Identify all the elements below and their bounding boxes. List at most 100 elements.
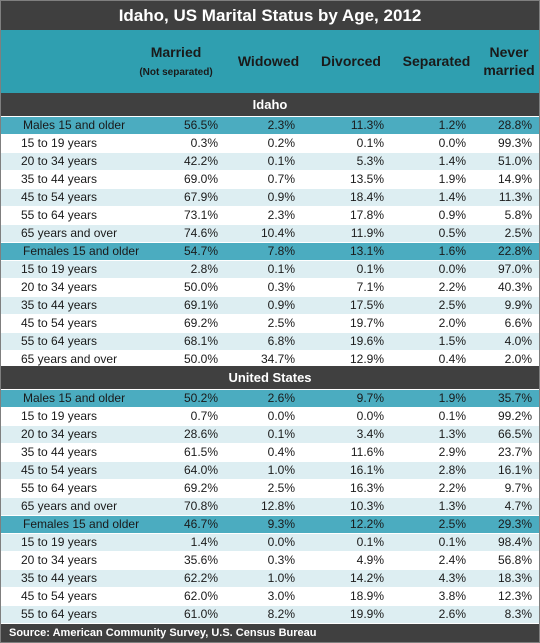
- table-cell: 0.0%: [438, 262, 466, 276]
- table-cell: 74.6%: [183, 226, 218, 240]
- row-label: 35 to 44 years: [21, 445, 98, 459]
- row-label: 15 to 19 years: [21, 409, 98, 423]
- table-cell: 10.3%: [349, 499, 384, 513]
- table-cell: 23.7%: [497, 445, 532, 459]
- table-row: 15 to 19 years 2.8% 0.1% 0.1% 0.0% 97.0%: [1, 260, 539, 278]
- table-cell: 0.1%: [356, 535, 384, 549]
- table-cell: 0.2%: [267, 136, 295, 150]
- column-header-separated-label: Separated: [402, 52, 471, 69]
- table-cell: 1.4%: [438, 190, 466, 204]
- table-title: Idaho, US Marital Status by Age, 2012: [1, 1, 539, 30]
- table-cell: 16.3%: [349, 481, 384, 495]
- row-label: Males 15 and older: [23, 391, 126, 405]
- table-cell: 2.2%: [438, 481, 466, 495]
- row-label: 55 to 64 years: [21, 334, 98, 348]
- table-cell: 2.5%: [438, 517, 466, 531]
- table-row: 45 to 54 years 62.0% 3.0% 18.9% 3.8% 12.3%: [1, 587, 539, 605]
- row-label: 15 to 19 years: [21, 136, 98, 150]
- table-cell: 66.5%: [497, 427, 532, 441]
- table-cell: 0.4%: [438, 352, 466, 366]
- table-cell: 0.1%: [438, 535, 466, 549]
- table-cell: 2.4%: [438, 553, 466, 567]
- row-label: 45 to 54 years: [21, 463, 98, 477]
- table-cell: 69.1%: [183, 298, 218, 312]
- table-cell: 99.3%: [497, 136, 532, 150]
- table-cell: 51.0%: [497, 154, 532, 168]
- table-cell: 69.2%: [183, 481, 218, 495]
- table-row: 20 to 34 years 35.6% 0.3% 4.9% 2.4% 56.8%: [1, 551, 539, 569]
- table-row: 45 to 54 years 67.9% 0.9% 18.4% 1.4% 11.3%: [1, 188, 539, 206]
- table-cell: 6.8%: [267, 334, 295, 348]
- table-cell: 17.8%: [349, 208, 384, 222]
- table-cell: 2.3%: [267, 208, 295, 222]
- table-row: 15 to 19 years 1.4% 0.0% 0.1% 0.1% 98.4%: [1, 533, 539, 551]
- table-cell: 2.8%: [438, 463, 466, 477]
- table-cell: 3.4%: [356, 427, 384, 441]
- row-label: 55 to 64 years: [21, 481, 98, 495]
- table-cell: 34.7%: [260, 352, 295, 366]
- table-cell: 9.7%: [356, 391, 384, 405]
- column-header-never-married-label: Never married: [483, 44, 535, 78]
- table-cell: 0.5%: [438, 226, 466, 240]
- table-cell: 13.1%: [349, 244, 384, 258]
- table-cell: 3.8%: [438, 589, 466, 603]
- table-cell: 9.7%: [504, 481, 532, 495]
- column-header-divorced-label: Divorced: [321, 52, 381, 69]
- table-cell: 6.6%: [504, 316, 532, 330]
- row-label: 20 to 34 years: [21, 280, 98, 294]
- table-row: 20 to 34 years 42.2% 0.1% 5.3% 1.4% 51.0%: [1, 152, 539, 170]
- table-cell: 1.9%: [438, 391, 466, 405]
- table-cell: 0.0%: [267, 535, 295, 549]
- table-cell: 69.2%: [183, 316, 218, 330]
- table-cell: 1.3%: [438, 427, 466, 441]
- row-label: 35 to 44 years: [21, 571, 98, 585]
- table-row: 15 to 19 years 0.7% 0.0% 0.0% 0.1% 99.2%: [1, 407, 539, 425]
- table-row: 65 years and over 74.6% 10.4% 11.9% 0.5% 2.5%: [1, 224, 539, 242]
- row-label: Females 15 and older: [23, 517, 140, 531]
- table-cell: 4.0%: [504, 334, 532, 348]
- table-cell: 0.3%: [190, 136, 218, 150]
- table-cell: 8.3%: [504, 607, 532, 621]
- column-header-never-married: Never married: [479, 30, 539, 93]
- table-group-row: Females 15 and older 54.7% 7.8% 13.1% 1.6% 22…: [1, 242, 539, 260]
- section-header: Idaho: [1, 93, 539, 116]
- table-cell: 11.3%: [498, 190, 532, 204]
- table-cell: 46.7%: [183, 517, 218, 531]
- table-group-row: Males 15 and older 56.5% 2.3% 11.3% 1.2% 28.8…: [1, 116, 539, 134]
- table-cell: 97.0%: [497, 262, 532, 276]
- table-cell: 2.5%: [438, 298, 466, 312]
- table-cell: 14.2%: [349, 571, 384, 585]
- table-row: 35 to 44 years 62.2% 1.0% 14.2% 4.3% 18.3%: [1, 569, 539, 587]
- table-cell: 2.5%: [267, 481, 295, 495]
- table-cell: 4.9%: [356, 553, 384, 567]
- row-label: Females 15 and older: [23, 244, 140, 258]
- table-cell: 68.1%: [183, 334, 218, 348]
- table-row: 20 to 34 years 50.0% 0.3% 7.1% 2.2% 40.3%: [1, 278, 539, 296]
- section-header: United States: [1, 366, 539, 389]
- table-cell: 1.2%: [438, 118, 466, 132]
- table-cell: 11.6%: [350, 445, 384, 459]
- table-cell: 12.3%: [497, 589, 532, 603]
- table-cell: 0.1%: [438, 409, 466, 423]
- table-row: 35 to 44 years 69.1% 0.9% 17.5% 2.5% 9.9%: [1, 296, 539, 314]
- table-cell: 1.0%: [267, 571, 295, 585]
- table-cell: 50.0%: [183, 280, 218, 294]
- table-cell: 5.3%: [356, 154, 384, 168]
- table-row: 35 to 44 years 61.5% 0.4% 11.6% 2.9% 23.7%: [1, 443, 539, 461]
- table-cell: 2.6%: [267, 391, 295, 405]
- table-cell: 8.2%: [267, 607, 295, 621]
- table-row: 45 to 54 years 64.0% 1.0% 16.1% 2.8% 16.1%: [1, 461, 539, 479]
- row-label: 55 to 64 years: [21, 607, 98, 621]
- row-label: 55 to 64 years: [21, 208, 98, 222]
- table-row: 45 to 54 years 69.2% 2.5% 19.7% 2.0% 6.6%: [1, 314, 539, 332]
- table-cell: 4.3%: [438, 571, 466, 585]
- table-cell: 19.9%: [349, 607, 384, 621]
- table-cell: 7.1%: [356, 280, 384, 294]
- table-cell: 0.1%: [356, 262, 384, 276]
- table-cell: 4.7%: [504, 499, 532, 513]
- table-cell: 14.9%: [497, 172, 532, 186]
- table-cell: 56.5%: [183, 118, 218, 132]
- table-cell: 12.9%: [349, 352, 384, 366]
- row-label: 15 to 19 years: [21, 535, 98, 549]
